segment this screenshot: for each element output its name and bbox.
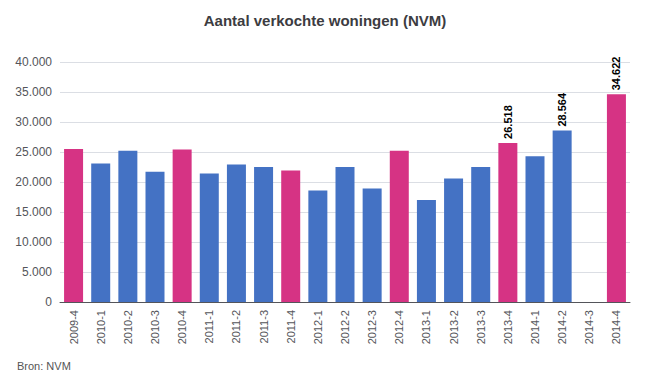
svg-text:2012-1: 2012-1 (312, 310, 324, 344)
svg-text:2011-3: 2011-3 (258, 310, 270, 343)
svg-text:2014-3: 2014-3 (583, 310, 595, 344)
svg-text:34.622: 34.622 (610, 57, 622, 91)
svg-text:2014-2: 2014-2 (556, 310, 568, 344)
svg-text:35.000: 35.000 (15, 85, 52, 99)
svg-text:0: 0 (45, 295, 52, 309)
svg-text:2009-4: 2009-4 (68, 310, 80, 344)
svg-text:2012-4: 2012-4 (393, 310, 405, 344)
svg-text:2010-3: 2010-3 (149, 310, 161, 344)
svg-text:2014-4: 2014-4 (610, 310, 622, 344)
svg-text:2012-2: 2012-2 (339, 310, 351, 344)
svg-text:2014-1: 2014-1 (529, 310, 541, 344)
svg-text:2011-1: 2011-1 (203, 310, 215, 343)
svg-text:10.000: 10.000 (15, 235, 52, 249)
svg-text:Aantal verkochte woningen (NVM: Aantal verkochte woningen (NVM) (204, 12, 447, 29)
svg-text:2011-2: 2011-2 (230, 310, 242, 343)
svg-text:40.000: 40.000 (15, 55, 52, 69)
svg-text:2010-4: 2010-4 (176, 310, 188, 344)
svg-text:2013-3: 2013-3 (475, 310, 487, 344)
svg-text:2013-2: 2013-2 (448, 310, 460, 344)
svg-text:2010-2: 2010-2 (122, 310, 134, 344)
svg-text:20.000: 20.000 (15, 175, 52, 189)
svg-text:15.000: 15.000 (15, 205, 52, 219)
svg-text:2012-3: 2012-3 (366, 310, 378, 344)
svg-text:2013-4: 2013-4 (502, 310, 514, 344)
svg-text:Bron: NVM: Bron: NVM (17, 360, 71, 372)
svg-text:28.564: 28.564 (556, 92, 568, 127)
svg-text:25.000: 25.000 (15, 145, 52, 159)
svg-text:2013-1: 2013-1 (420, 310, 432, 344)
svg-text:2010-1: 2010-1 (95, 310, 107, 344)
svg-text:26.518: 26.518 (502, 105, 514, 139)
svg-text:2011-4: 2011-4 (285, 310, 297, 343)
svg-text:30.000: 30.000 (15, 115, 52, 129)
svg-text:5.000: 5.000 (22, 265, 52, 279)
